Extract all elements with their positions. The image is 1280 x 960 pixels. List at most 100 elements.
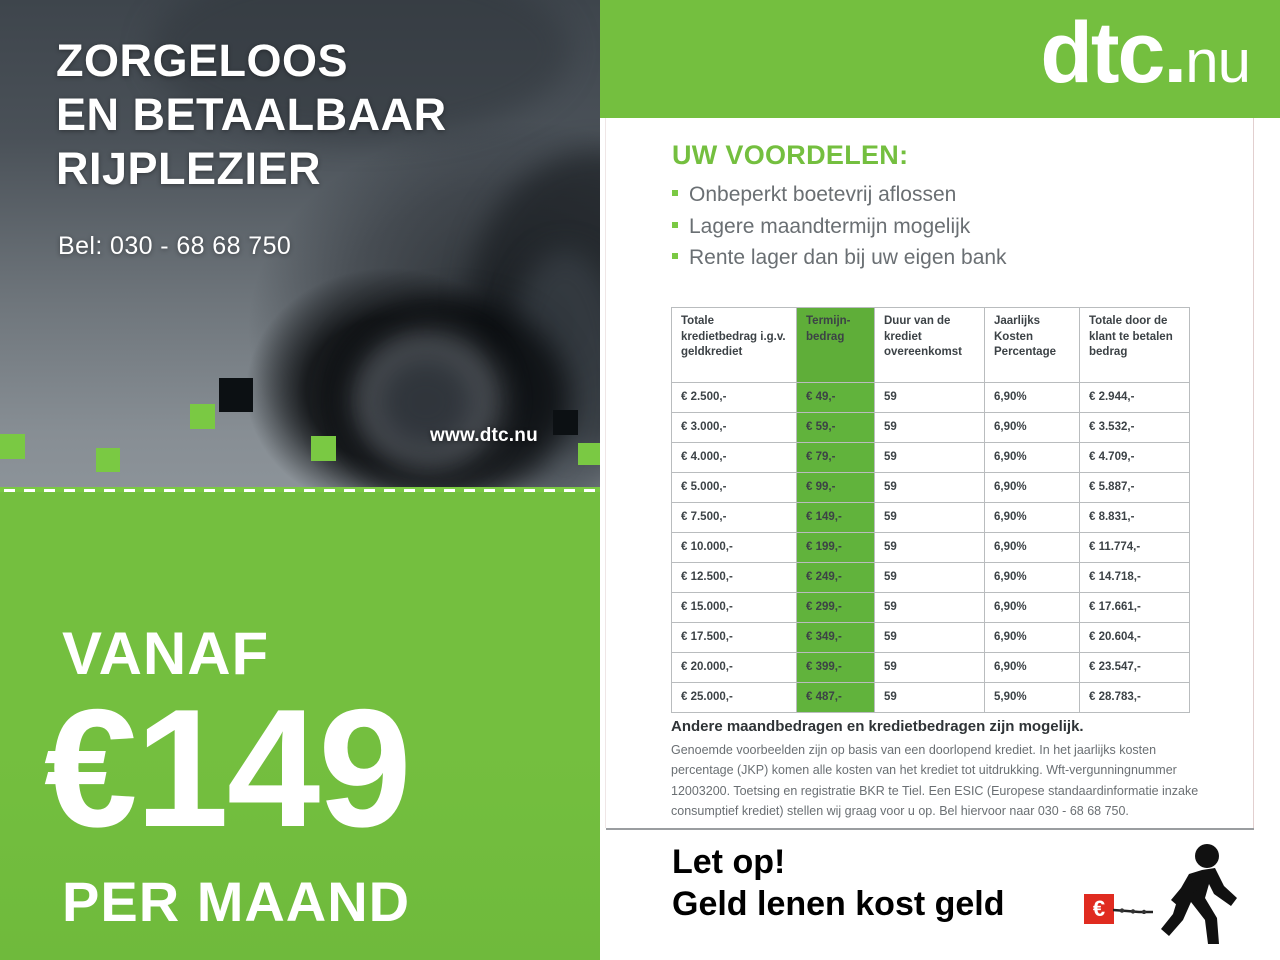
cell-totale-kredietbedrag: € 17.500,-	[671, 622, 797, 653]
table-row: € 12.500,- € 249,- 59 6,90% € 14.718,-	[671, 562, 1190, 593]
cell-jkp: 6,90%	[984, 592, 1080, 623]
table-row: € 10.000,- € 199,- 59 6,90% € 11.774,-	[671, 532, 1190, 563]
cell-totaal-te-betalen: € 23.547,-	[1079, 652, 1190, 683]
table-row: € 7.500,- € 149,- 59 6,90% € 8.831,-	[671, 502, 1190, 533]
cell-termijnbedrag: € 249,-	[796, 562, 875, 593]
column-header-totaal-te-betalen: Totale door de klant te betalen bedrag	[1079, 307, 1190, 383]
benefit-item: Onbeperkt boetevrij aflossen	[672, 179, 1232, 211]
benefits-section: UW VOORDELEN: Onbeperkt boetevrij afloss…	[672, 140, 1232, 274]
table-row: € 3.000,- € 59,- 59 6,90% € 3.532,-	[671, 412, 1190, 443]
cell-duur: 59	[874, 592, 985, 623]
website-overlay-text: www.dtc.nu	[430, 425, 538, 446]
cell-termijnbedrag: € 79,-	[796, 442, 875, 473]
table-row: € 15.000,- € 299,- 59 6,90% € 17.661,-	[671, 592, 1190, 623]
cell-totale-kredietbedrag: € 20.000,-	[671, 652, 797, 683]
headline-line-3: RIJPLEZIER	[56, 143, 322, 194]
column-header-jkp: Jaarlijks Kosten Percentage	[984, 307, 1080, 383]
page-border-right	[1253, 118, 1254, 828]
cell-termijnbedrag: € 149,-	[796, 502, 875, 533]
chain-icon	[1113, 908, 1153, 914]
cell-totale-kredietbedrag: € 12.500,-	[671, 562, 797, 593]
table-header-row: Totale kredietbedrag i.g.v. geldkrediet …	[671, 307, 1190, 383]
column-header-termijnbedrag: Termijn- bedrag	[796, 307, 875, 383]
benefits-title: UW VOORDELEN:	[672, 140, 909, 170]
cell-totaal-te-betalen: € 8.831,-	[1079, 502, 1190, 533]
cell-jkp: 6,90%	[984, 652, 1080, 683]
cell-totaal-te-betalen: € 14.718,-	[1079, 562, 1190, 593]
cell-totaal-te-betalen: € 4.709,-	[1079, 442, 1190, 473]
cell-termijnbedrag: € 399,-	[796, 652, 875, 683]
cell-jkp: 5,90%	[984, 682, 1080, 713]
cell-jkp: 6,90%	[984, 412, 1080, 443]
decor-square-green	[96, 448, 120, 472]
cell-duur: 59	[874, 412, 985, 443]
car-hub-shape	[378, 356, 474, 448]
benefit-label: Rente lager dan bij uw eigen bank	[689, 246, 1007, 269]
footnote-title: Andere maandbedragen en kredietbedragen …	[671, 718, 1084, 735]
headline: ZORGELOOS EN BETAALBAAR RIJPLEZIER	[56, 34, 576, 196]
benefits-list: Onbeperkt boetevrij aflossen Lagere maan…	[672, 179, 1232, 274]
warning-line-1: Let op!	[672, 843, 786, 881]
cell-duur: 59	[874, 382, 985, 413]
table-row: € 20.000,- € 399,- 59 6,90% € 23.547,-	[671, 652, 1190, 683]
cell-duur: 59	[874, 472, 985, 503]
cell-totaal-te-betalen: € 5.887,-	[1079, 472, 1190, 503]
footnote-section: Andere maandbedragen en kredietbedragen …	[671, 718, 1216, 821]
cell-totaal-te-betalen: € 3.532,-	[1079, 412, 1190, 443]
cell-totale-kredietbedrag: € 5.000,-	[671, 472, 797, 503]
table-body: € 2.500,- € 49,- 59 6,90% € 2.944,- € 3.000,-…	[671, 382, 1190, 713]
cell-totale-kredietbedrag: € 15.000,-	[671, 592, 797, 623]
bullet-icon	[672, 253, 678, 259]
cell-jkp: 6,90%	[984, 532, 1080, 563]
headline-line-2: EN BETAALBAAR	[56, 89, 447, 140]
cell-termijnbedrag: € 59,-	[796, 412, 875, 443]
offer-prefix: VANAF	[62, 620, 270, 687]
cell-jkp: 6,90%	[984, 562, 1080, 593]
cell-totale-kredietbedrag: € 3.000,-	[671, 412, 797, 443]
column-header-totale-kredietbedrag: Totale kredietbedrag i.g.v. geldkrediet	[671, 307, 797, 383]
cell-termijnbedrag: € 99,-	[796, 472, 875, 503]
table-row: € 25.000,- € 487,- 59 5,90% € 28.783,-	[671, 682, 1190, 713]
credit-rates-table: Totale kredietbedrag i.g.v. geldkrediet …	[671, 307, 1190, 713]
decor-square-dark	[553, 410, 578, 435]
cell-totale-kredietbedrag: € 7.500,-	[671, 502, 797, 533]
walking-person-icon	[1161, 844, 1237, 944]
cell-totale-kredietbedrag: € 4.000,-	[671, 442, 797, 473]
footnote-body: Genoemde voorbeelden zijn op basis van e…	[671, 743, 1199, 818]
cell-jkp: 6,90%	[984, 622, 1080, 653]
cell-duur: 59	[874, 652, 985, 683]
decor-square-dark	[219, 378, 253, 412]
cell-duur: 59	[874, 562, 985, 593]
table-row: € 5.000,- € 99,- 59 6,90% € 5.887,-	[671, 472, 1190, 503]
cell-totaal-te-betalen: € 11.774,-	[1079, 532, 1190, 563]
cell-totaal-te-betalen: € 20.604,-	[1079, 622, 1190, 653]
benefit-label: Lagere maandtermijn mogelijk	[689, 214, 971, 238]
cell-termijnbedrag: € 199,-	[796, 532, 875, 563]
cell-jkp: 6,90%	[984, 502, 1080, 533]
column-header-duur: Duur van de krediet overeenkomst	[874, 307, 985, 383]
photo-blur-shape	[150, 0, 570, 140]
cell-jkp: 6,90%	[984, 472, 1080, 503]
logo-mark: dtc.	[1040, 5, 1187, 101]
offer-panel: VANAF €149 PER MAAND	[0, 492, 600, 960]
benefit-item: Rente lager dan bij uw eigen bank	[672, 242, 1232, 274]
cell-termijnbedrag: € 299,-	[796, 592, 875, 623]
right-column: dtc.nu UW VOORDELEN: Onbeperkt boetevrij…	[600, 0, 1280, 960]
cell-duur: 59	[874, 502, 985, 533]
offer-suffix: PER MAAND	[62, 870, 411, 933]
euro-weight-icon: €	[1084, 894, 1114, 924]
offer-price: €149	[44, 674, 412, 862]
benefit-item: Lagere maandtermijn mogelijk	[672, 211, 1232, 243]
dtc-logo[interactable]: dtc.nu	[1040, 10, 1251, 96]
car-photo-panel: ZORGELOOS EN BETAALBAAR RIJPLEZIER Bel: …	[0, 0, 600, 492]
cell-termijnbedrag: € 487,-	[796, 682, 875, 713]
table-row: € 2.500,- € 49,- 59 6,90% € 2.944,-	[671, 382, 1190, 413]
page-border-left	[605, 118, 606, 828]
cell-duur: 59	[874, 532, 985, 563]
table-row: € 17.500,- € 349,- 59 6,90% € 20.604,-	[671, 622, 1190, 653]
left-column: ZORGELOOS EN BETAALBAAR RIJPLEZIER Bel: …	[0, 0, 600, 960]
warning-line-2: Geld lenen kost geld	[672, 885, 1005, 923]
phone-number: Bel: 030 - 68 68 750	[58, 232, 292, 260]
bullet-icon	[672, 190, 678, 196]
